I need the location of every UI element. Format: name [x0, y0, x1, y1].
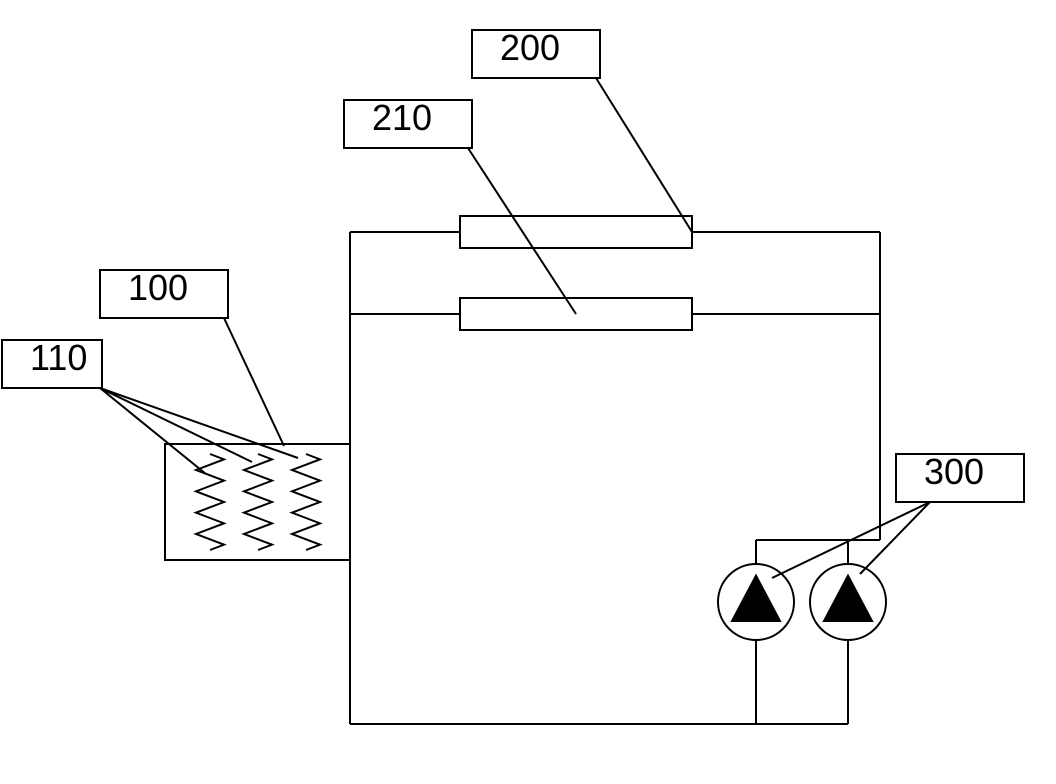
leader-300	[860, 502, 930, 574]
label-l100: 100	[128, 267, 188, 308]
leader-110	[100, 388, 298, 458]
leader-100	[224, 318, 284, 446]
coil-110-2	[292, 454, 320, 550]
pump-300-a-arrow-icon	[730, 574, 781, 622]
coil-110-0	[196, 454, 224, 550]
component-200	[460, 216, 692, 248]
coil-110-1	[244, 454, 272, 550]
label-l210: 210	[372, 97, 432, 138]
leader-200	[596, 78, 692, 232]
pump-300-b-arrow-icon	[822, 574, 873, 622]
label-l300: 300	[924, 451, 984, 492]
label-l110: 110	[30, 337, 87, 378]
label-l200: 200	[500, 27, 560, 68]
leader-210	[468, 148, 576, 314]
schematic-diagram: 200 210 100 110 300	[0, 0, 1056, 784]
